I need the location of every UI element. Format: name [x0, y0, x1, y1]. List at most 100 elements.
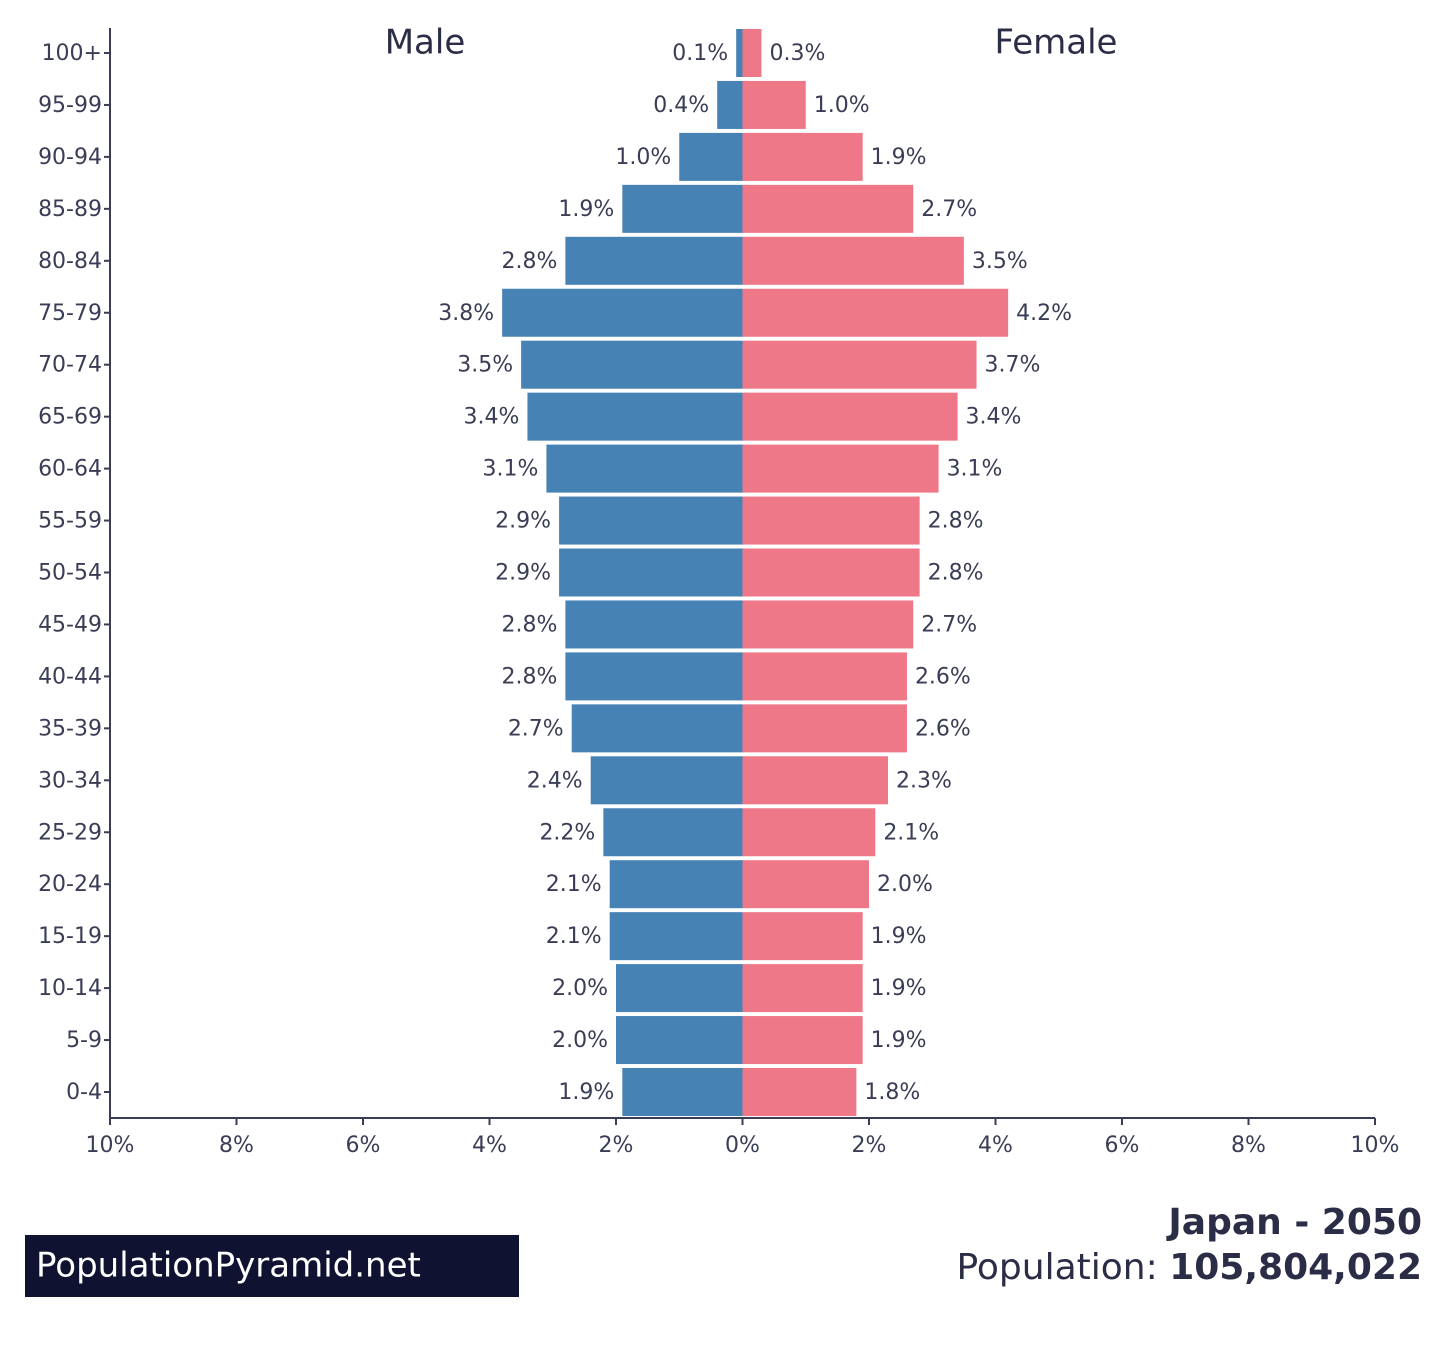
- bar: [609, 912, 743, 961]
- value-label: 2.6%: [915, 716, 971, 741]
- value-label: 1.8%: [864, 1080, 920, 1105]
- y-tick-label: 10-14: [38, 976, 102, 1001]
- x-tick-label: 0%: [725, 1133, 760, 1158]
- y-tick-label: 75-79: [38, 301, 102, 326]
- value-label: 3.5%: [972, 249, 1028, 274]
- bar: [603, 808, 743, 857]
- x-tick-label: 6%: [346, 1133, 381, 1158]
- value-label: 2.8%: [928, 561, 984, 586]
- y-tick-label: 5-9: [66, 1028, 102, 1053]
- x-tick-label: 4%: [472, 1133, 507, 1158]
- bar: [616, 964, 743, 1013]
- y-tick-label: 70-74: [38, 353, 102, 378]
- bar: [521, 340, 743, 389]
- value-label: 2.0%: [552, 1028, 608, 1053]
- y-tick-label: 85-89: [38, 197, 102, 222]
- bar: [502, 288, 743, 337]
- value-label: 2.3%: [896, 768, 952, 793]
- x-tick-label: 4%: [978, 1133, 1013, 1158]
- bar: [742, 236, 964, 285]
- value-label: 2.1%: [546, 872, 602, 897]
- value-label: 2.1%: [546, 924, 602, 949]
- value-label: 1.0%: [615, 145, 671, 170]
- bar: [565, 652, 743, 701]
- x-tick-label: 2%: [599, 1133, 634, 1158]
- bar: [742, 912, 863, 961]
- bar: [742, 1016, 863, 1065]
- bar: [565, 600, 743, 649]
- value-label: 1.9%: [871, 1028, 927, 1053]
- brand-box: [25, 1235, 519, 1297]
- value-label: 2.8%: [501, 249, 557, 274]
- value-label: 1.9%: [871, 924, 927, 949]
- y-tick-label: 80-84: [38, 249, 102, 274]
- bar: [546, 444, 743, 493]
- value-label: 1.9%: [558, 1080, 614, 1105]
- bar: [609, 860, 743, 909]
- bar: [559, 548, 743, 597]
- value-label: 3.4%: [966, 405, 1022, 430]
- bar: [736, 29, 743, 77]
- bar: [742, 184, 914, 233]
- y-tick-label: 55-59: [38, 509, 102, 534]
- x-tick-label: 8%: [1231, 1133, 1266, 1158]
- x-tick-label: 10%: [1351, 1133, 1400, 1158]
- brand: PopulationPyramid.net: [36, 1246, 421, 1286]
- y-tick-label: 40-44: [38, 664, 102, 689]
- y-tick-label: 60-64: [38, 457, 102, 482]
- bar: [616, 1016, 743, 1065]
- value-label: 2.0%: [552, 976, 608, 1001]
- bar: [742, 652, 907, 701]
- y-tick-label: 35-39: [38, 716, 102, 741]
- bar: [742, 1068, 857, 1116]
- value-label: 2.7%: [508, 716, 564, 741]
- x-tick-label: 10%: [86, 1133, 135, 1158]
- value-label: 2.9%: [495, 561, 551, 586]
- bar: [622, 1068, 743, 1116]
- bar: [742, 288, 1009, 337]
- series-name: Female: [995, 23, 1118, 63]
- y-tick-label: 100+: [42, 41, 102, 66]
- bar: [742, 756, 888, 805]
- value-label: 2.8%: [501, 612, 557, 637]
- x-tick-label: 6%: [1105, 1133, 1140, 1158]
- bar: [742, 132, 863, 181]
- bar: [742, 600, 914, 649]
- value-label: 2.1%: [883, 820, 939, 845]
- bar: [742, 392, 958, 441]
- population-line: Population: 105,804,022: [956, 1247, 1422, 1288]
- country-year: Japan - 2050: [1165, 1202, 1422, 1243]
- value-label: 1.9%: [558, 197, 614, 222]
- value-label: 2.0%: [877, 872, 933, 897]
- value-label: 4.2%: [1016, 301, 1072, 326]
- value-label: 3.1%: [947, 457, 1003, 482]
- bar: [742, 548, 920, 597]
- value-label: 3.8%: [438, 301, 494, 326]
- bar: [742, 964, 863, 1013]
- bar: [742, 704, 907, 753]
- value-label: 2.8%: [928, 509, 984, 534]
- population-value: 105,804,022: [1169, 1247, 1422, 1288]
- bar: [742, 340, 977, 389]
- y-tick-label: 0-4: [66, 1080, 102, 1105]
- x-tick-label: 2%: [852, 1133, 887, 1158]
- bar: [565, 236, 743, 285]
- value-label: 2.7%: [921, 197, 977, 222]
- value-label: 2.8%: [501, 664, 557, 689]
- bar: [742, 496, 920, 545]
- bar: [742, 444, 939, 493]
- bar: [571, 704, 743, 753]
- y-tick-label: 25-29: [38, 820, 102, 845]
- x-tick-label: 8%: [219, 1133, 254, 1158]
- y-tick-label: 20-24: [38, 872, 102, 897]
- value-label: 2.9%: [495, 509, 551, 534]
- y-tick-label: 45-49: [38, 612, 102, 637]
- value-label: 3.5%: [457, 353, 513, 378]
- bar: [717, 80, 743, 129]
- y-tick-label: 50-54: [38, 561, 102, 586]
- value-label: 3.7%: [985, 353, 1041, 378]
- value-label: 0.1%: [672, 41, 728, 66]
- y-tick-label: 15-19: [38, 924, 102, 949]
- value-label: 2.6%: [915, 664, 971, 689]
